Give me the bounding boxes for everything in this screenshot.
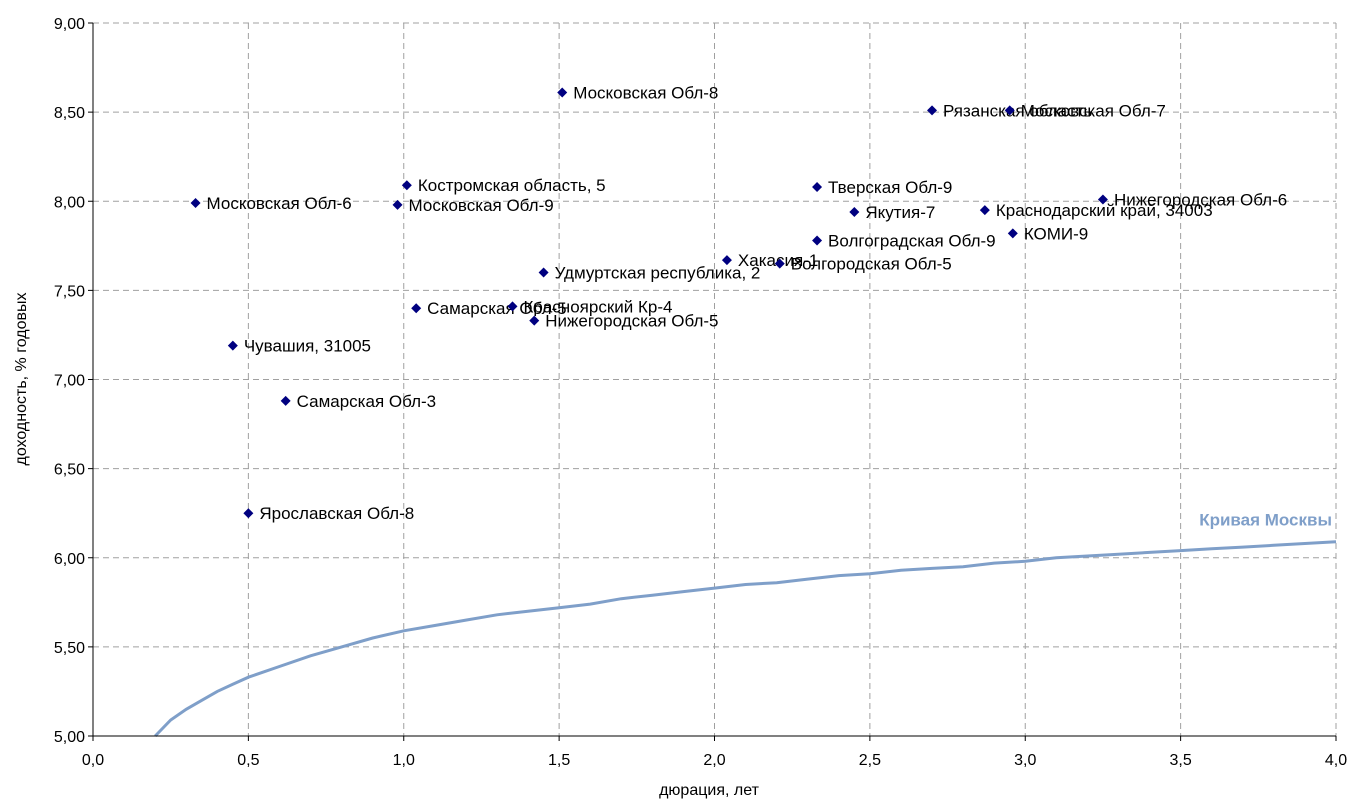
data-point [1007,228,1018,239]
data-point [812,181,823,192]
data-point-label: Волгоградская Обл-9 [828,231,996,250]
x-tick-label: 1,0 [393,752,415,769]
data-point [507,301,518,312]
y-tick-label: 6,00 [54,551,85,568]
data-point [280,395,291,406]
data-point [979,205,990,216]
y-tick-label: 8,50 [54,105,85,122]
data-point [529,315,540,326]
data-point-label: Московская Обл-7 [1021,101,1166,120]
data-point-label: Нижегородская Обл-6 [1114,190,1287,209]
tick-labels: 5,00 5,50 6,00 6,50 7,00 7,50 8,00 8,50 9,00 0,0 0… [54,16,1347,769]
x-tick-label: 2,5 [859,752,881,769]
data-point [243,508,254,519]
x-tick-label: 4,0 [1325,752,1347,769]
data-point-label: Самарская Обл-5 [427,299,566,318]
data-point-label: Ярославская Обл-8 [259,504,414,523]
data-point [411,303,422,314]
data-point-label: Нижегородская Обл-5 [545,312,718,331]
data-point-label: Московская Обл-8 [573,84,718,103]
data-point [849,206,860,217]
data-point [190,198,201,209]
data-point [774,258,785,269]
data-point [927,105,938,116]
data-point [812,235,823,246]
data-point-label: Самарская Обл-3 [297,392,436,411]
data-point-label: Московская Обл-6 [207,194,352,213]
data-point [538,267,549,278]
data-point [227,340,238,351]
y-tick-label: 8,00 [54,194,85,211]
curve-layer: Кривая Москвы [154,511,1337,738]
data-point-label: Краснодарский край, 34003 [996,201,1213,220]
data-point-label: Удмуртская республика, 2 [555,264,761,283]
data-point-label: КОМИ-9 [1024,224,1088,243]
y-tick-label: 7,50 [54,283,85,300]
x-tick-label: 0,5 [237,752,259,769]
y-tick-label: 9,00 [54,16,85,33]
data-point [1004,105,1015,116]
data-point-label: Рязанская область [943,101,1092,120]
data-point-label: Волгородская Обл-5 [791,255,952,274]
gridlines [93,22,1337,736]
data-point-label: Якутия-7 [865,203,935,222]
data-point-label: Костромская область, 5 [418,176,606,195]
y-tick-label: 5,00 [54,729,85,746]
curve-label: Кривая Москвы [1199,511,1332,530]
data-point [1097,194,1108,205]
x-tick-label: 3,0 [1014,752,1036,769]
y-tick-label: 7,00 [54,373,85,390]
y-axis-title: доходность, % годовых [13,293,30,466]
moscow-curve-line [154,540,1337,738]
data-point [557,87,568,98]
x-tick-label: 2,0 [703,752,725,769]
data-point-label: Чувашия, 31005 [244,337,371,356]
data-point [401,180,412,191]
x-tick-label: 3,5 [1170,752,1192,769]
data-point [392,199,403,210]
x-tick-label: 1,5 [548,752,570,769]
axes [88,22,1337,741]
data-point-label: Московская Обл-9 [409,196,554,215]
y-tick-label: 5,50 [54,640,85,657]
x-tick-label: 0,0 [82,752,104,769]
data-point-label: Красноярский Кр-4 [524,297,673,316]
x-axis-title: дюрация, лет [659,782,759,799]
y-tick-label: 6,50 [54,462,85,479]
data-point-label: Тверская Обл-9 [828,178,952,197]
data-point [721,255,732,266]
